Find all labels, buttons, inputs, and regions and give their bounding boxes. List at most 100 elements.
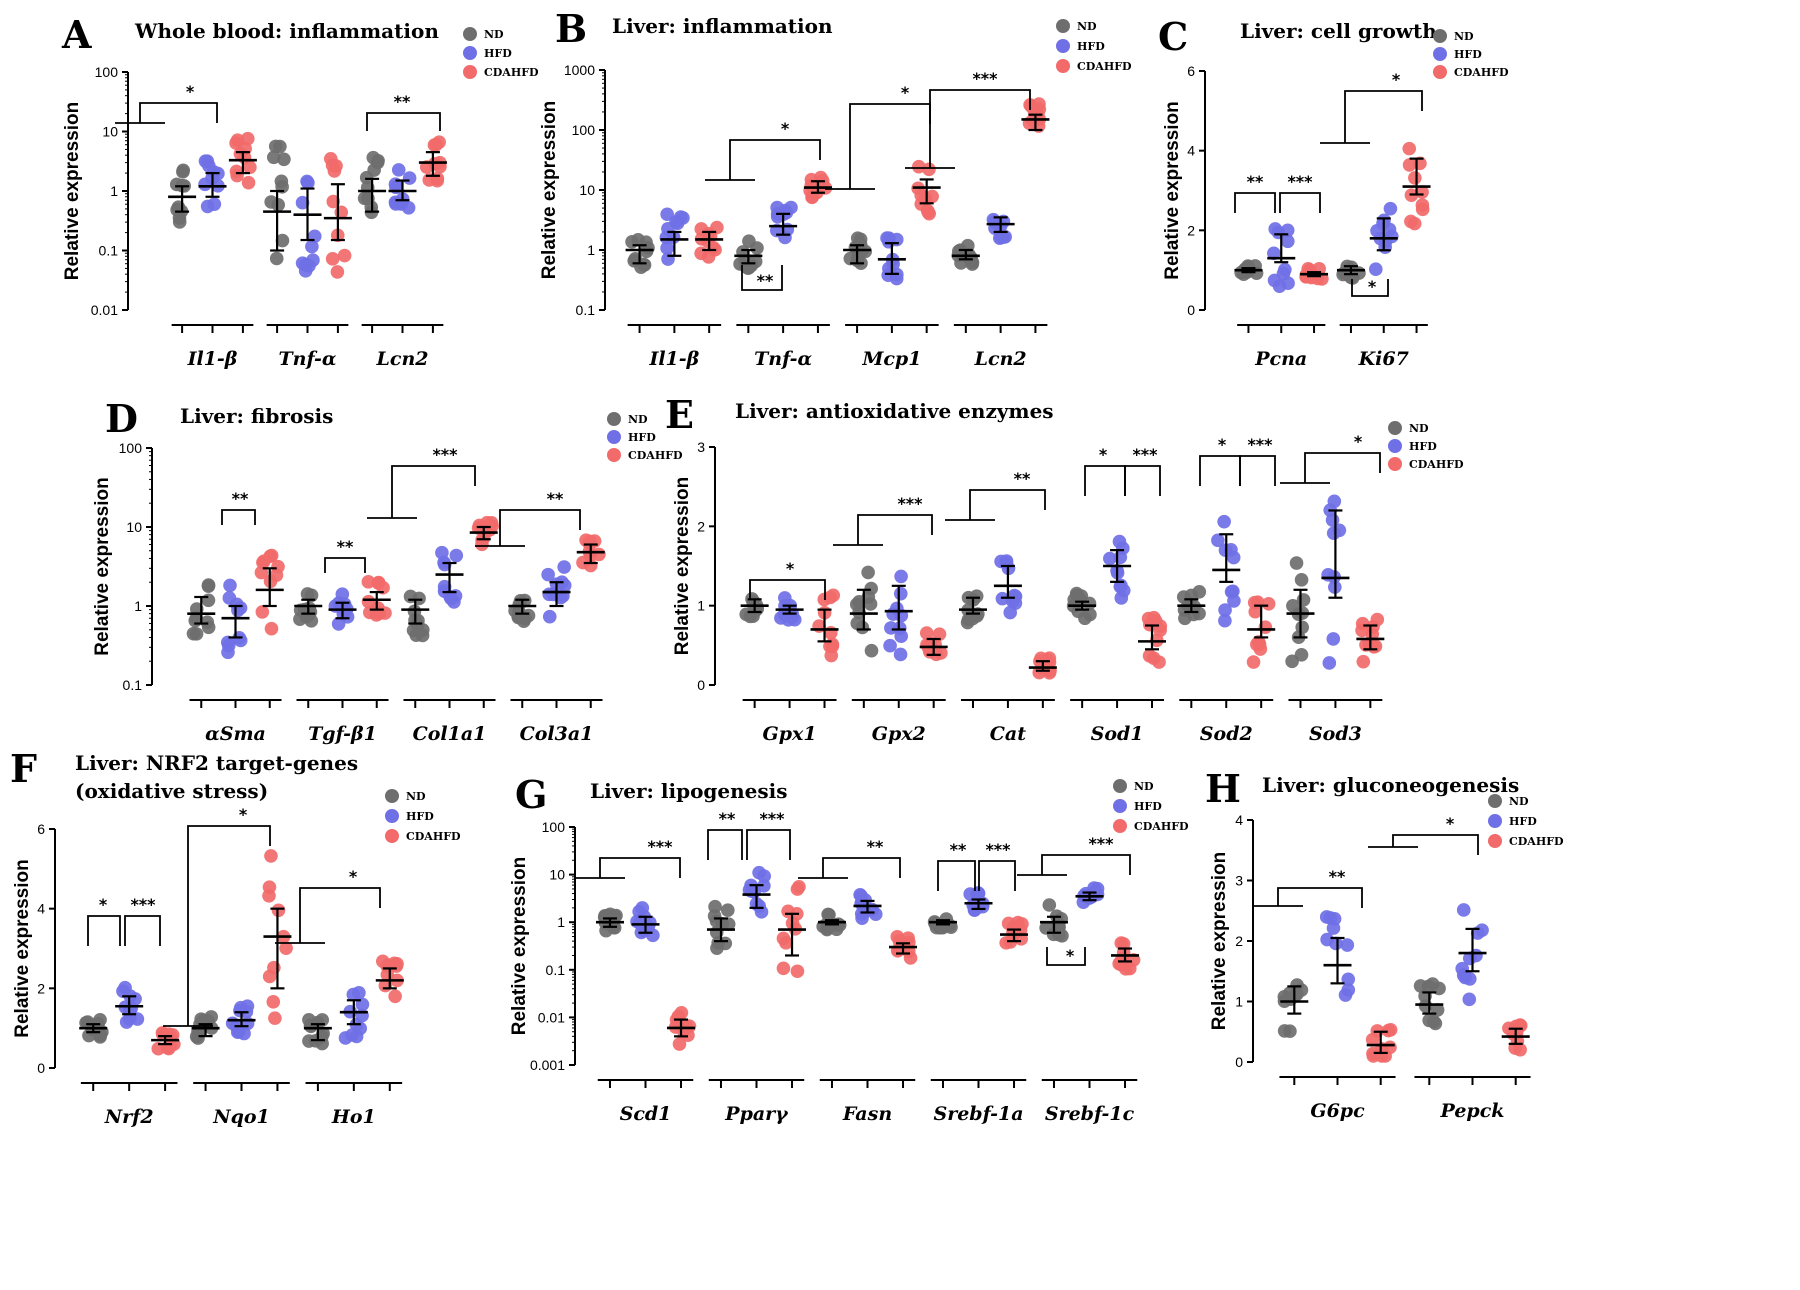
data-point-cdahfd [790, 964, 805, 979]
legend-label: CDAHFD [484, 66, 539, 79]
significance-bracket [978, 860, 1016, 891]
category-label: Cat [990, 723, 1026, 745]
data-point-cdahfd [1367, 640, 1381, 654]
legend-marker-hfd [1388, 439, 1402, 453]
data-point-nd [266, 150, 281, 165]
data-point-hfd [233, 601, 248, 615]
legend-label: HFD [1509, 815, 1537, 828]
data-point-cdahfd [240, 131, 255, 146]
data-point-cdahfd [999, 936, 1013, 950]
data-point-cdahfd [824, 625, 838, 640]
data-point-nd [1078, 611, 1092, 626]
legend-label: ND [1509, 795, 1529, 808]
panel-subtitle: (oxidative stress) [75, 779, 268, 803]
data-point-cdahfd [805, 190, 819, 205]
y-tick-label: 4 [1235, 812, 1243, 828]
legend-marker-cdahfd [463, 65, 477, 79]
data-point-hfd [305, 239, 319, 254]
data-point-hfd [757, 869, 772, 883]
y-tick-label: 2 [37, 980, 45, 996]
significance-bracket [905, 89, 1031, 169]
data-point-hfd [223, 578, 237, 593]
data-point-hfd [1323, 911, 1338, 925]
significance-label: * [1218, 435, 1227, 454]
y-tick-label: 0.1 [123, 677, 143, 693]
data-point-cdahfd [1365, 1032, 1380, 1047]
data-point-hfd [747, 884, 762, 899]
data-point-hfd [401, 200, 416, 215]
y-tick-label: 0 [697, 677, 705, 693]
data-point-hfd [1456, 903, 1471, 917]
legend-marker-nd [385, 789, 399, 803]
data-point-hfd [890, 601, 904, 616]
data-point-nd [625, 234, 639, 249]
legend-marker-nd [463, 27, 477, 41]
data-point-cdahfd [230, 133, 245, 147]
data-point-cdahfd [671, 1009, 686, 1024]
data-point-hfd [1116, 583, 1131, 598]
data-point-cdahfd [1407, 216, 1422, 231]
data-point-hfd [893, 647, 908, 662]
y-tick-label: 1 [1235, 994, 1243, 1010]
data-point-nd [273, 139, 287, 154]
y-axis-title: Relative expression [1209, 852, 1230, 1030]
legend-label: HFD [628, 431, 656, 444]
data-point-cdahfd [326, 194, 341, 209]
data-point-cdahfd [1402, 141, 1417, 156]
significance-label: * [1099, 445, 1108, 464]
significance-bracket [798, 857, 901, 879]
data-point-hfd [893, 586, 908, 601]
y-tick-label: 0.1 [99, 243, 119, 259]
y-tick-label: 0.01 [538, 1009, 565, 1025]
legend-label: ND [1409, 422, 1429, 435]
data-point-hfd [542, 609, 557, 624]
category-label: Gpx1 [763, 723, 817, 745]
category-label: Sod2 [1200, 723, 1253, 745]
significance-label: *** [1287, 172, 1313, 191]
data-point-hfd [1383, 201, 1398, 216]
significance-label: * [1392, 70, 1401, 89]
significance-label: ** [1247, 172, 1264, 191]
significance-label: *** [1132, 445, 1158, 464]
legend-marker-hfd [463, 46, 477, 60]
data-point-nd [274, 174, 289, 189]
category-label: Nrf2 [104, 1106, 154, 1128]
data-point-nd [189, 611, 204, 626]
data-point-nd [1042, 898, 1057, 912]
data-point-nd [1052, 927, 1066, 942]
y-axis-title: Relative expression [1162, 101, 1183, 279]
significance-bracket [833, 514, 933, 546]
significance-bracket [324, 557, 366, 573]
panel-label: H [1205, 766, 1241, 811]
legend-label: HFD [1077, 40, 1105, 53]
y-tick-label: 10 [102, 124, 118, 140]
significance-bracket [945, 489, 1046, 521]
significance-bracket [1351, 279, 1389, 297]
category-label: Sod3 [1309, 723, 1362, 745]
data-point-cdahfd [264, 621, 279, 636]
data-point-hfd [225, 1016, 240, 1031]
category-label: Gpx2 [872, 723, 926, 745]
legend-label: HFD [484, 47, 512, 60]
data-point-hfd [1227, 594, 1241, 608]
data-point-nd [1426, 1014, 1441, 1029]
data-point-nd [409, 628, 424, 642]
data-point-nd [715, 917, 730, 931]
category-label: Col3a1 [520, 723, 594, 745]
significance-label: *** [1088, 834, 1114, 853]
legend-marker-nd [1488, 794, 1502, 808]
panel-title: Liver: antioxidative enzymes [735, 399, 1054, 423]
category-label: Srebf-1a [933, 1103, 1023, 1125]
legend-marker-cdahfd [1388, 457, 1402, 471]
data-point-cdahfd [922, 162, 936, 177]
legend-label: ND [406, 790, 426, 803]
data-point-cdahfd [429, 137, 443, 152]
significance-bracket [937, 860, 976, 891]
legend-marker-nd [1388, 421, 1402, 435]
category-label: Fasn [842, 1103, 892, 1125]
data-point-cdahfd [1402, 158, 1417, 172]
y-tick-label: 100 [95, 64, 119, 80]
panel-b: B Liver: inflammation 0.1 1 10 100 1000 Relativ… [539, 6, 1132, 370]
significance-bracket [1280, 452, 1381, 484]
significance-label: * [786, 559, 795, 578]
